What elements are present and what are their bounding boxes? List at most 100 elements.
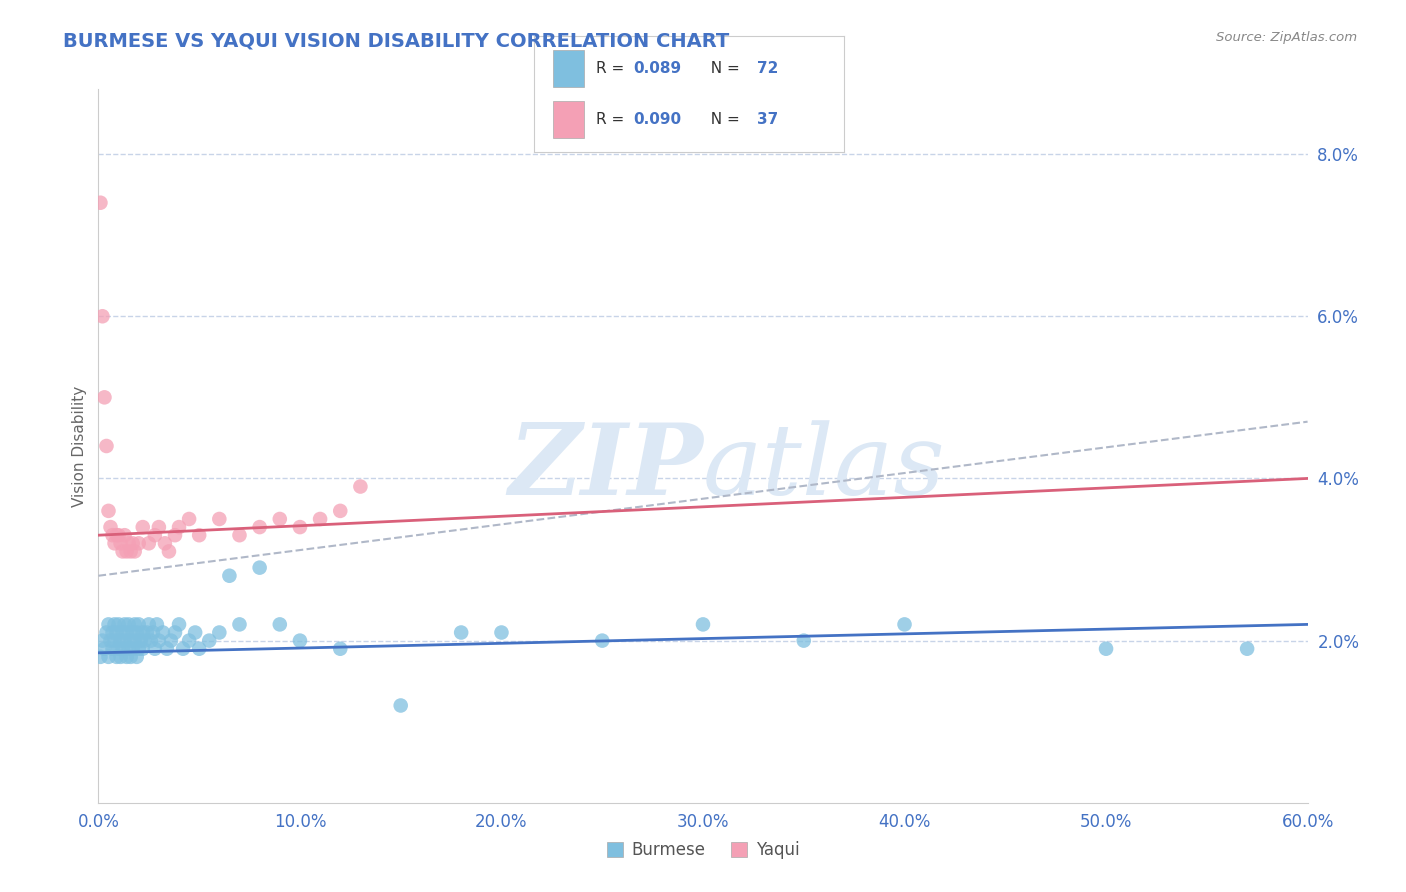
Point bbox=[114, 617, 136, 632]
Point bbox=[208, 512, 231, 526]
Point bbox=[91, 310, 114, 324]
Point bbox=[110, 633, 132, 648]
Point bbox=[309, 512, 332, 526]
Bar bbox=[553, 101, 583, 137]
Bar bbox=[553, 50, 583, 87]
Point bbox=[105, 528, 128, 542]
Point bbox=[124, 633, 146, 648]
Point bbox=[89, 649, 111, 664]
Text: atlas: atlas bbox=[703, 420, 946, 515]
Point bbox=[115, 649, 138, 664]
Point bbox=[188, 641, 211, 656]
Point bbox=[329, 641, 352, 656]
Point bbox=[153, 536, 176, 550]
Point bbox=[329, 504, 352, 518]
Point bbox=[111, 625, 134, 640]
Point bbox=[107, 641, 129, 656]
Point bbox=[146, 617, 169, 632]
Point bbox=[135, 625, 157, 640]
Point bbox=[110, 536, 132, 550]
Point bbox=[125, 649, 148, 664]
Point bbox=[101, 641, 124, 656]
Point bbox=[450, 625, 472, 640]
Point bbox=[101, 625, 124, 640]
Point bbox=[96, 625, 118, 640]
Point bbox=[89, 195, 111, 210]
Text: 72: 72 bbox=[756, 61, 779, 76]
Point bbox=[118, 617, 141, 632]
Point bbox=[218, 568, 240, 582]
Point bbox=[100, 633, 122, 648]
Point bbox=[120, 633, 142, 648]
Point bbox=[179, 633, 201, 648]
Point bbox=[96, 439, 118, 453]
Point bbox=[125, 625, 148, 640]
Text: 0.089: 0.089 bbox=[633, 61, 682, 76]
Point bbox=[121, 641, 143, 656]
Point bbox=[91, 633, 114, 648]
Point bbox=[1236, 641, 1258, 656]
Point bbox=[208, 625, 231, 640]
Text: N =: N = bbox=[702, 61, 745, 76]
Point bbox=[124, 617, 146, 632]
Point bbox=[134, 633, 156, 648]
Point bbox=[97, 504, 120, 518]
Point bbox=[120, 649, 142, 664]
Point bbox=[93, 390, 115, 404]
Point bbox=[148, 520, 170, 534]
Point bbox=[1095, 641, 1118, 656]
Text: R =: R = bbox=[596, 61, 630, 76]
Point bbox=[143, 528, 166, 542]
Text: N =: N = bbox=[702, 112, 745, 127]
Point bbox=[269, 617, 291, 632]
Point bbox=[249, 560, 271, 574]
Point bbox=[172, 641, 194, 656]
Point bbox=[349, 479, 371, 493]
Point bbox=[129, 633, 152, 648]
Point bbox=[120, 544, 142, 558]
Point bbox=[288, 633, 311, 648]
Point bbox=[103, 633, 125, 648]
Point bbox=[793, 633, 815, 648]
Point bbox=[249, 520, 271, 534]
Point bbox=[156, 641, 179, 656]
Point bbox=[107, 528, 129, 542]
Point bbox=[179, 512, 201, 526]
Point bbox=[389, 698, 412, 713]
Point bbox=[121, 536, 143, 550]
Point bbox=[188, 528, 211, 542]
Point bbox=[893, 617, 915, 632]
Point bbox=[184, 625, 207, 640]
Point bbox=[93, 641, 115, 656]
Point bbox=[198, 633, 221, 648]
Point bbox=[491, 625, 513, 640]
Point bbox=[163, 625, 186, 640]
Point bbox=[115, 544, 138, 558]
Point bbox=[128, 641, 150, 656]
Point bbox=[101, 528, 124, 542]
Point bbox=[103, 617, 125, 632]
Point bbox=[160, 633, 183, 648]
Point bbox=[115, 625, 138, 640]
Point bbox=[132, 520, 155, 534]
Point bbox=[139, 633, 162, 648]
Point bbox=[121, 625, 143, 640]
Point bbox=[105, 625, 128, 640]
Point bbox=[105, 649, 128, 664]
Point bbox=[111, 544, 134, 558]
Point bbox=[163, 528, 186, 542]
Point bbox=[118, 536, 141, 550]
Point bbox=[114, 528, 136, 542]
Y-axis label: Vision Disability: Vision Disability bbox=[72, 385, 87, 507]
Text: Source: ZipAtlas.com: Source: ZipAtlas.com bbox=[1216, 31, 1357, 45]
Point bbox=[288, 520, 311, 534]
Point bbox=[591, 633, 613, 648]
Point bbox=[142, 625, 165, 640]
Point bbox=[107, 617, 129, 632]
Point bbox=[100, 520, 122, 534]
Point bbox=[114, 633, 136, 648]
Point bbox=[269, 512, 291, 526]
Point bbox=[118, 641, 141, 656]
Text: ZIP: ZIP bbox=[508, 419, 703, 516]
Point bbox=[143, 641, 166, 656]
